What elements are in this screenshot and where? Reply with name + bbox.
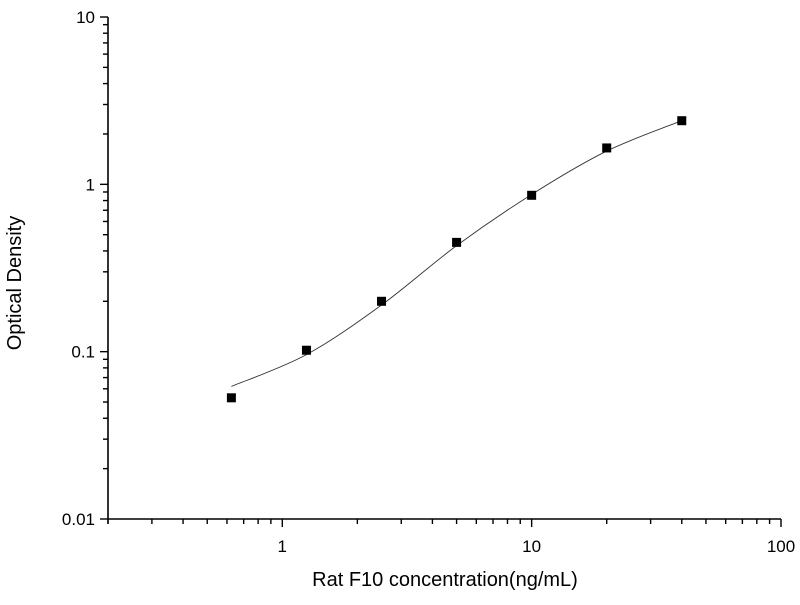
y-axis-label: Optical Density: [4, 216, 26, 351]
x-tick-label: 1: [278, 537, 287, 556]
y-tick-label: 10: [76, 8, 95, 27]
y-tick-label: 0.01: [62, 510, 95, 529]
y-tick-label: 1: [86, 175, 95, 194]
y-tick-label: 0.1: [71, 343, 95, 362]
x-axis-label: Rat F10 concentration(ng/mL): [312, 569, 578, 591]
axes: 1 10 100 0.01 0.1 1 10: [62, 8, 795, 556]
data-point: [301, 345, 311, 355]
fit-curve-group: [231, 120, 682, 387]
data-points-group: [226, 116, 687, 403]
data-point: [527, 190, 537, 200]
data-point: [226, 393, 236, 403]
fit-curve: [231, 120, 682, 387]
x-tick-label: 10: [522, 537, 541, 556]
data-point: [377, 296, 387, 306]
x-tick-label: 100: [767, 537, 795, 556]
data-point: [452, 237, 462, 247]
data-point: [602, 143, 612, 153]
data-point: [677, 116, 687, 126]
